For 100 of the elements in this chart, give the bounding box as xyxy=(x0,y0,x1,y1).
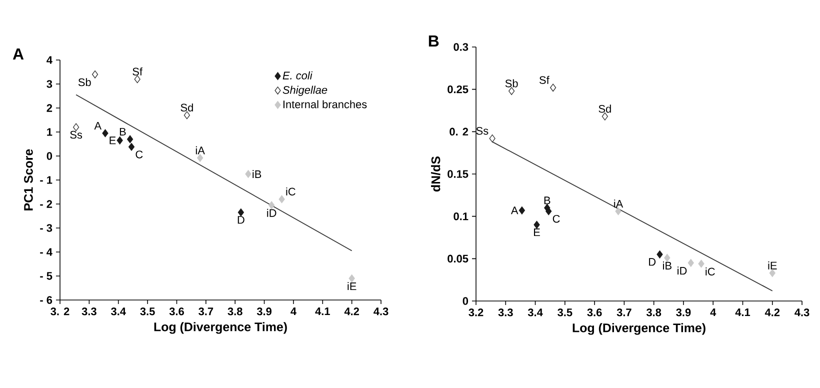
point xyxy=(116,136,123,144)
point xyxy=(348,274,355,282)
x-axis-title: Log (Divergence Time) xyxy=(154,322,287,334)
chart-title: A xyxy=(12,48,24,60)
point xyxy=(238,208,244,216)
point xyxy=(489,134,496,142)
annotation: B xyxy=(544,196,550,204)
point xyxy=(550,84,556,92)
annotation: Sb xyxy=(505,79,518,88)
legend-label: Shigellae xyxy=(282,86,328,96)
y-tick-label: 2 xyxy=(46,104,52,112)
annotation: Sf xyxy=(540,76,550,84)
annotation: C xyxy=(552,214,560,223)
legend-label: E. coli xyxy=(282,71,313,80)
x-tick-label: 3.6 xyxy=(587,308,602,316)
x-tick-label: 4.2 xyxy=(344,308,360,316)
annotation: Sf xyxy=(132,67,143,76)
point xyxy=(656,250,663,258)
x-tick-label: 3.5 xyxy=(140,308,155,316)
y-tick-label: 0 xyxy=(46,152,52,160)
x-tick-label: 3. 2 xyxy=(50,308,70,316)
y-tick-label: 0 xyxy=(462,297,468,305)
y-tick-label: 4 xyxy=(46,56,52,64)
x-tick-label: 3.5 xyxy=(558,308,572,316)
point xyxy=(126,135,134,144)
y-tick-label: 0.25 xyxy=(448,85,468,94)
y-tick-label: 0.15 xyxy=(448,170,468,178)
x-tick-label: 3.2 xyxy=(468,308,484,316)
annotation: A xyxy=(510,206,518,214)
annotation: iA xyxy=(196,146,205,154)
y-tick-label: 0.3 xyxy=(454,43,468,51)
chart-title: B xyxy=(428,36,439,47)
annotation: Ss xyxy=(70,130,82,139)
x-tick-label: 3.7 xyxy=(198,308,214,316)
x-tick-label: 4.1 xyxy=(315,308,330,316)
legend-label: Internal branches xyxy=(283,100,367,108)
x-tick-label: 4 xyxy=(290,308,296,316)
y-axis-title: dN/dS xyxy=(431,156,440,192)
x-tick-label: 3.4 xyxy=(528,308,543,316)
x-tick-label: 3.3 xyxy=(82,308,96,316)
point xyxy=(688,258,694,267)
y-tick-label: 0.05 xyxy=(448,254,468,263)
y-axis-title: PC1 Score xyxy=(24,149,33,210)
point xyxy=(92,70,98,78)
point xyxy=(278,195,285,204)
x-tick-label: 3.8 xyxy=(228,308,242,316)
point xyxy=(102,129,108,138)
y-tick-label: 1 xyxy=(47,128,52,136)
annotation: Sd xyxy=(598,104,611,113)
point xyxy=(245,170,252,178)
annotation: E xyxy=(110,136,116,144)
x-tick-label: 4.3 xyxy=(374,308,388,316)
annotation: E xyxy=(534,228,540,236)
y-tick-label: - 5 xyxy=(40,272,52,280)
annotation: iE xyxy=(348,282,356,290)
y-tick-label: - 2 xyxy=(40,200,52,208)
annotation: iE xyxy=(768,261,777,270)
y-tick-label: - 3 xyxy=(40,224,52,232)
annotation: iB xyxy=(663,262,672,270)
y-tick-label: - 1 xyxy=(40,176,52,184)
x-axis-title: Log (Divergence Time) xyxy=(572,323,706,335)
y-tick-label: 0.1 xyxy=(454,212,468,220)
y-tick-label: - 6 xyxy=(40,296,52,304)
annotation: iB xyxy=(252,170,262,178)
point xyxy=(615,207,622,216)
y-tick-label: - 4 xyxy=(40,248,52,256)
annotation: iD xyxy=(267,208,276,217)
annotation: A xyxy=(94,122,102,130)
annotation: Sd xyxy=(180,103,193,112)
point xyxy=(508,87,515,95)
annotation: iC xyxy=(286,187,296,196)
point xyxy=(184,111,190,120)
x-tick-label: 4 xyxy=(710,308,716,316)
x-tick-label: 3.4 xyxy=(111,308,126,316)
x-tick-label: 4.2 xyxy=(764,308,780,316)
point xyxy=(128,142,135,151)
x-tick-label: 3.9 xyxy=(256,308,272,316)
x-tick-label: 3.8 xyxy=(646,308,662,316)
x-tick-label: 3.6 xyxy=(169,308,184,316)
annotation: iD xyxy=(678,266,687,275)
annotation: C xyxy=(136,150,143,158)
x-tick-label: 4.3 xyxy=(794,308,810,316)
point xyxy=(698,260,704,268)
annotation: Ss xyxy=(476,126,488,135)
annotation: D xyxy=(649,258,656,266)
annotation: iC xyxy=(706,267,715,276)
point xyxy=(134,75,140,84)
annotation: D xyxy=(238,216,244,224)
x-tick-label: 4.1 xyxy=(735,308,750,316)
annotation: iA xyxy=(614,200,624,208)
y-tick-label: 0. 2 xyxy=(450,128,468,136)
x-tick-label: 3.3 xyxy=(498,308,513,316)
point xyxy=(518,206,525,214)
annotation: B xyxy=(120,128,126,136)
point xyxy=(534,220,540,229)
y-tick-label: 3 xyxy=(46,80,52,88)
point xyxy=(769,269,776,278)
x-tick-label: 3.9 xyxy=(676,308,691,316)
point xyxy=(664,254,670,262)
annotation: Sb xyxy=(78,78,91,86)
